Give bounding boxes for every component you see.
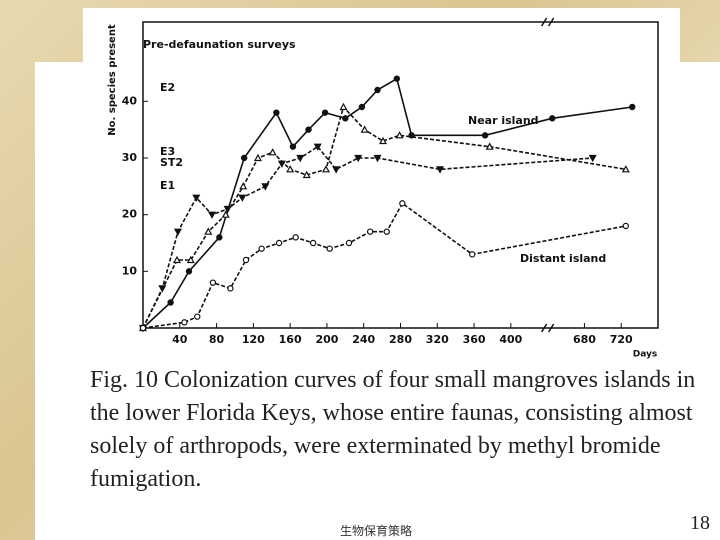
data-point xyxy=(485,142,494,150)
chart: Pre-defaunation surveys Days No. species… xyxy=(83,8,680,362)
data-point xyxy=(185,268,193,275)
data-point xyxy=(383,228,390,235)
data-point xyxy=(242,256,250,264)
data-point xyxy=(588,154,597,163)
data-point xyxy=(258,245,265,252)
data-point xyxy=(289,143,297,150)
data-point xyxy=(221,210,230,218)
data-point xyxy=(313,143,322,151)
data-point xyxy=(469,251,476,258)
data-point xyxy=(181,319,188,326)
axis-break xyxy=(548,323,555,333)
data-point xyxy=(207,211,216,219)
data-point xyxy=(622,222,630,230)
data-point xyxy=(238,194,247,202)
data-point xyxy=(240,154,248,162)
axis-break xyxy=(541,17,548,27)
data-point xyxy=(186,255,195,264)
data-point xyxy=(399,200,406,207)
caption: Fig. 10 Colonization curves of four smal… xyxy=(90,367,696,492)
data-point xyxy=(373,154,382,163)
x-axis-label: Days xyxy=(633,350,658,360)
data-point xyxy=(436,166,445,174)
page-number: 18 xyxy=(690,512,710,534)
y-tick-label: 30 xyxy=(122,151,138,164)
data-point xyxy=(629,103,636,111)
chart-title: Pre-defaunation surveys xyxy=(143,38,296,51)
data-point xyxy=(366,228,374,235)
data-point xyxy=(277,160,286,168)
data-point xyxy=(321,109,329,116)
data-point xyxy=(204,227,213,235)
x-tick-label: 160 xyxy=(279,333,302,346)
legend-label: E3 xyxy=(160,145,175,158)
legend-label: ST2 xyxy=(160,156,183,169)
data-point xyxy=(321,165,331,173)
x-tick-label: 200 xyxy=(315,333,338,346)
x-tick-label: 360 xyxy=(463,333,486,346)
data-point xyxy=(268,148,277,156)
data-point xyxy=(339,102,348,111)
data-point xyxy=(395,131,404,139)
data-point xyxy=(158,285,167,293)
x-tick-label: 680 xyxy=(573,333,596,346)
data-point xyxy=(621,165,630,173)
data-point xyxy=(167,299,174,306)
y-tick-label: 10 xyxy=(122,264,138,277)
figure-background xyxy=(83,8,680,362)
data-point xyxy=(139,324,147,332)
data-point xyxy=(481,132,489,139)
x-tick-label: 120 xyxy=(242,333,265,346)
x-tick-label: 720 xyxy=(610,333,633,346)
data-point xyxy=(302,170,311,179)
data-point xyxy=(273,109,280,116)
data-point xyxy=(192,194,201,202)
data-point xyxy=(223,205,232,214)
footer: 生物保育策略 xyxy=(340,524,413,538)
data-point xyxy=(216,234,223,241)
data-point xyxy=(309,239,317,247)
data-point xyxy=(360,125,369,133)
y-axis-label: No. species present xyxy=(107,24,118,136)
data-point xyxy=(173,255,182,264)
data-point xyxy=(549,115,556,122)
data-point xyxy=(354,154,363,163)
y-tick-label: 40 xyxy=(122,94,138,107)
data-point xyxy=(326,245,333,252)
x-tick-label: 400 xyxy=(499,333,522,346)
axis-break xyxy=(541,323,548,333)
legend-label: E1 xyxy=(160,179,175,192)
data-point xyxy=(332,166,341,174)
data-point xyxy=(342,115,349,122)
data-point xyxy=(194,313,201,320)
data-point xyxy=(173,228,182,236)
data-point xyxy=(275,239,283,247)
data-point xyxy=(358,103,366,111)
data-point xyxy=(227,285,234,292)
data-point xyxy=(261,183,270,191)
data-point xyxy=(292,234,299,241)
axis-break xyxy=(548,17,555,27)
data-point xyxy=(345,239,353,247)
y-tick-label: 20 xyxy=(122,208,138,221)
annotation: Distant island xyxy=(520,252,606,265)
data-point xyxy=(374,86,381,94)
x-tick-label: 80 xyxy=(209,333,225,346)
x-tick-label: 240 xyxy=(352,333,375,346)
data-point xyxy=(239,182,248,190)
data-point xyxy=(209,279,217,286)
data-point xyxy=(253,153,262,162)
x-tick-label: 320 xyxy=(426,333,449,346)
data-point xyxy=(296,154,305,163)
x-tick-label: 40 xyxy=(172,333,188,346)
data-point xyxy=(393,75,401,82)
annotation: Near island xyxy=(468,114,539,127)
legend-label: E2 xyxy=(160,81,175,94)
data-point xyxy=(379,136,388,145)
data-point xyxy=(286,165,295,173)
series-line xyxy=(142,145,593,329)
data-point xyxy=(305,126,312,133)
x-tick-label: 280 xyxy=(389,333,412,346)
